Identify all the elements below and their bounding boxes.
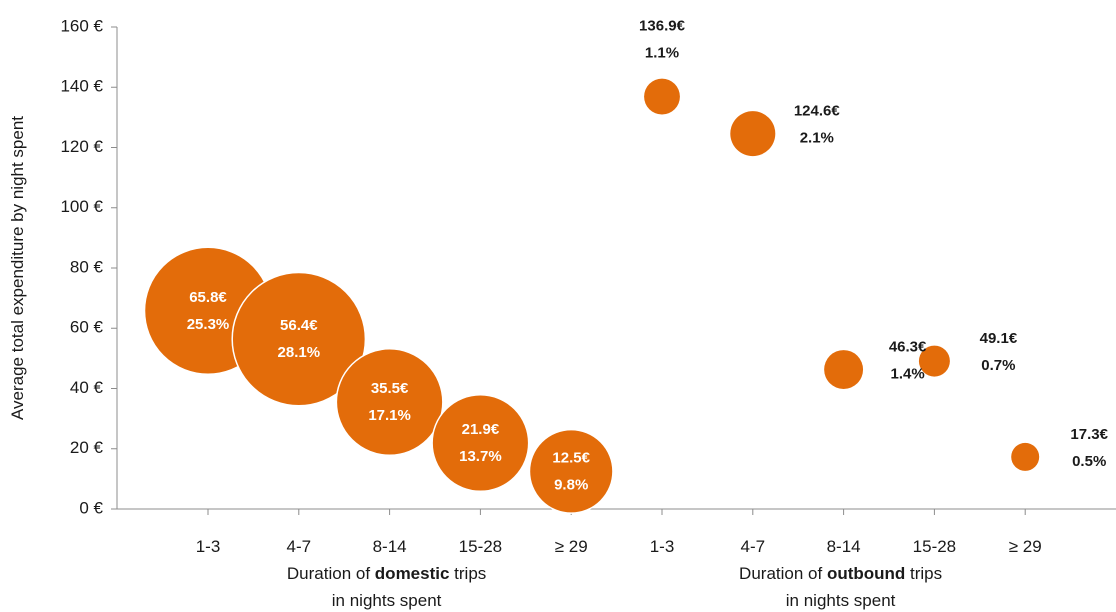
share-label: 2.1% bbox=[800, 130, 834, 147]
y-axis-label: Average total expenditure by night spent bbox=[8, 116, 27, 420]
axes: 0 € 20 € 40 € 60 € 80 € 100 € 120 € 140 € 160 € 1… bbox=[60, 16, 1116, 610]
x-group-label-line2: in nights spent bbox=[332, 591, 442, 610]
y-tick-label: 140 € bbox=[60, 77, 103, 96]
data-labels: 65.8€ 25.3% 56.4€ 28.1% 35.5€ 17.1% 21.9€ 13.7%… bbox=[187, 18, 1109, 494]
x-tick-label: 4-7 bbox=[741, 537, 766, 556]
share-label: 17.1% bbox=[368, 407, 411, 424]
share-label: 9.8% bbox=[554, 476, 588, 493]
x-tick-label: 1-3 bbox=[196, 537, 221, 556]
bubble-point bbox=[1011, 442, 1040, 471]
share-label: 28.1% bbox=[278, 344, 321, 361]
x-tick-label: 4-7 bbox=[287, 537, 312, 556]
x-tick-label: ≥ 29 bbox=[555, 537, 588, 556]
share-label: 1.1% bbox=[645, 45, 679, 62]
value-label: 65.8€ bbox=[189, 289, 227, 306]
value-label: 56.4€ bbox=[280, 317, 318, 334]
y-tick-label: 20 € bbox=[70, 438, 104, 457]
value-label: 12.5€ bbox=[552, 449, 590, 466]
value-label: 124.6€ bbox=[794, 103, 841, 120]
bubble-point bbox=[231, 271, 367, 407]
bubble-point bbox=[335, 348, 444, 457]
share-label: 13.7% bbox=[459, 448, 502, 465]
y-tick-label: 100 € bbox=[60, 197, 103, 216]
bubble-point bbox=[730, 111, 776, 157]
x-group-label: Duration of outbound trips bbox=[739, 564, 942, 583]
bubbles bbox=[143, 78, 1040, 514]
bubble-point bbox=[824, 350, 864, 389]
share-label: 25.3% bbox=[187, 316, 230, 333]
value-label: 21.9€ bbox=[462, 421, 500, 438]
value-label: 46.3€ bbox=[889, 339, 927, 356]
y-tick-label: 60 € bbox=[70, 318, 104, 337]
y-tick-label: 120 € bbox=[60, 137, 103, 156]
x-tick-label: 15-28 bbox=[913, 537, 956, 556]
x-group-label: Duration of domestic trips bbox=[287, 564, 486, 583]
x-tick-label: 8-14 bbox=[827, 537, 861, 556]
bubble-point bbox=[644, 78, 680, 115]
x-tick-label: 8-14 bbox=[373, 537, 407, 556]
value-label: 136.9€ bbox=[639, 18, 686, 35]
bubble-point bbox=[918, 345, 950, 377]
value-label: 17.3€ bbox=[1070, 426, 1108, 443]
x-group-label-line2: in nights spent bbox=[786, 591, 896, 610]
y-tick-label: 0 € bbox=[79, 498, 103, 517]
bubble-point bbox=[431, 393, 530, 493]
x-tick-label: ≥ 29 bbox=[1009, 537, 1042, 556]
y-tick-label: 80 € bbox=[70, 257, 104, 276]
share-label: 0.5% bbox=[1072, 453, 1106, 470]
share-label: 0.7% bbox=[981, 357, 1015, 374]
value-label: 35.5€ bbox=[371, 380, 409, 397]
y-tick-label: 160 € bbox=[60, 16, 103, 35]
y-tick-label: 40 € bbox=[70, 378, 104, 397]
share-label: 1.4% bbox=[890, 366, 924, 383]
x-tick-label: 1-3 bbox=[650, 537, 675, 556]
x-tick-label: 15-28 bbox=[459, 537, 502, 556]
bubble-point bbox=[528, 428, 614, 514]
value-label: 49.1€ bbox=[980, 330, 1018, 347]
